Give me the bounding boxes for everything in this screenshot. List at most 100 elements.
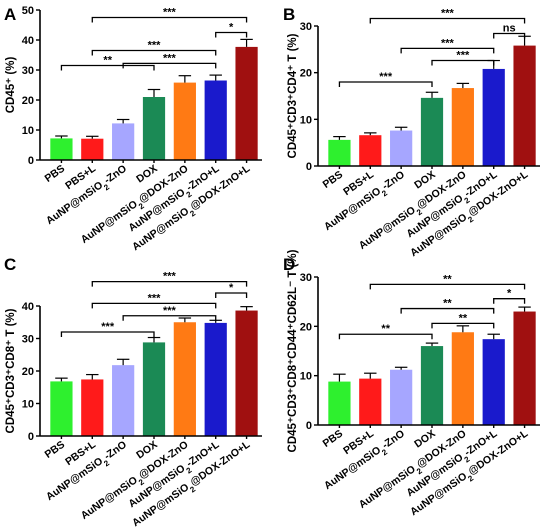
- significance-bracket-A-3: [215, 31, 248, 38]
- y-tick-label-D-30: 30: [300, 272, 312, 284]
- significance-bracket-A-1: [122, 62, 217, 69]
- bar-B-2: [390, 130, 413, 166]
- bar-C-5: [204, 322, 227, 436]
- significance-bracket-D-3: [493, 298, 526, 304]
- significance-label-B-4: ***: [441, 8, 455, 20]
- y-tick-label-C-30: 30: [22, 334, 34, 346]
- bar-D-5: [482, 339, 505, 425]
- significance-bracket-D-4: [369, 283, 526, 290]
- significance-label-C-2: ***: [148, 292, 162, 304]
- significance-label-C-0: ***: [101, 321, 115, 333]
- y-tick-label-C-0: 0: [28, 431, 34, 443]
- bar-D-2: [390, 369, 413, 425]
- significance-label-C-4: ***: [163, 271, 177, 283]
- y-axis-label-D: CD45⁺CD3⁺CD8⁺CD44⁺CD62L⁻ T (%): [287, 249, 299, 452]
- y-tick-label-C-10: 10: [22, 399, 34, 411]
- y-tick-label-A-0: 0: [28, 155, 34, 167]
- significance-label-B-2: ***: [441, 37, 455, 49]
- significance-label-D-0: **: [381, 323, 390, 335]
- significance-label-C-1: ***: [163, 305, 177, 317]
- significance-label-B-1: ***: [456, 50, 470, 62]
- y-tick-label-B-0: 0: [306, 161, 312, 173]
- bar-C-0: [50, 381, 73, 436]
- bar-D-4: [451, 332, 474, 425]
- significance-label-D-3: *: [507, 288, 512, 300]
- bar-C-4: [173, 322, 196, 436]
- significance-label-A-1: ***: [163, 52, 177, 64]
- significance-bracket-C-3: [215, 292, 248, 298]
- y-tick-label-D-20: 20: [300, 321, 312, 333]
- significance-label-C-3: *: [229, 282, 234, 294]
- bar-C-1: [81, 379, 104, 436]
- bar-D-3: [420, 346, 444, 425]
- panel-letter-A: A: [4, 5, 16, 24]
- panel-letter-B: B: [283, 5, 295, 24]
- significance-bracket-C-2: [91, 302, 217, 309]
- significance-bracket-B-4: [369, 17, 526, 24]
- significance-bracket-B-2: [400, 47, 495, 54]
- bar-D-0: [328, 381, 351, 425]
- significance-label-A-3: *: [229, 22, 234, 34]
- bar-B-6: [513, 45, 536, 166]
- significance-bracket-A-2: [91, 49, 217, 56]
- bar-B-4: [451, 88, 474, 166]
- y-tick-label-A-30: 30: [22, 65, 34, 77]
- y-axis-label-B: CD45⁺CD3⁺CD4⁺ T (%): [287, 33, 299, 158]
- y-tick-label-C-40: 40: [22, 301, 34, 313]
- bar-B-5: [482, 68, 505, 166]
- bar-A-6: [235, 46, 258, 160]
- y-tick-label-A-40: 40: [22, 35, 34, 47]
- bar-A-0: [50, 138, 73, 160]
- y-tick-label-B-10: 10: [300, 114, 312, 126]
- y-tick-label-B-30: 30: [300, 21, 312, 33]
- bar-D-1: [359, 378, 382, 425]
- significance-bracket-B-3: [493, 32, 526, 39]
- significance-label-B-3: ns: [503, 22, 516, 34]
- bar-A-2: [112, 123, 135, 160]
- significance-bracket-C-0: [60, 331, 155, 337]
- significance-bracket-C-1: [122, 315, 217, 321]
- significance-bracket-B-0: [338, 81, 433, 87]
- significance-label-A-0: **: [103, 55, 112, 67]
- y-tick-label-D-10: 10: [300, 371, 312, 383]
- bar-B-1: [359, 135, 382, 166]
- significance-bracket-C-4: [91, 280, 248, 287]
- bar-C-2: [112, 365, 135, 436]
- y-axis-label-C: CD45⁺CD3⁺CD8⁺ T (%): [5, 308, 17, 433]
- panel-letter-C: C: [4, 255, 16, 274]
- significance-bracket-D-0: [338, 333, 433, 340]
- bar-A-1: [81, 138, 104, 160]
- bar-C-3: [142, 342, 166, 436]
- significance-bracket-A-0: [60, 64, 155, 71]
- significance-bracket-D-1: [431, 322, 495, 329]
- bar-A-5: [204, 80, 227, 160]
- y-axis-label-A: CD45⁺ (%): [5, 57, 17, 114]
- significance-label-B-0: ***: [379, 71, 393, 83]
- significance-label-D-2: **: [443, 298, 452, 310]
- y-tick-label-A-10: 10: [22, 125, 34, 137]
- significance-label-D-1: **: [459, 312, 468, 324]
- significance-bracket-A-4: [91, 16, 248, 23]
- significance-label-A-2: ***: [148, 40, 162, 52]
- y-tick-label-A-20: 20: [22, 95, 34, 107]
- significance-label-A-4: ***: [163, 7, 177, 19]
- bar-B-0: [328, 139, 351, 166]
- bar-A-4: [173, 82, 196, 160]
- bar-C-6: [235, 310, 258, 436]
- y-tick-label-C-20: 20: [22, 366, 34, 378]
- y-tick-label-D-0: 0: [306, 420, 312, 432]
- bar-A-3: [142, 97, 166, 160]
- y-tick-label-B-20: 20: [300, 68, 312, 80]
- significance-bracket-D-2: [400, 307, 495, 314]
- bar-D-6: [513, 311, 536, 425]
- bar-B-3: [420, 97, 444, 166]
- y-tick-label-A-50: 50: [22, 5, 34, 17]
- significance-label-D-4: **: [443, 273, 452, 285]
- significance-bracket-B-1: [431, 59, 495, 66]
- panel-letter-D: D: [283, 255, 295, 274]
